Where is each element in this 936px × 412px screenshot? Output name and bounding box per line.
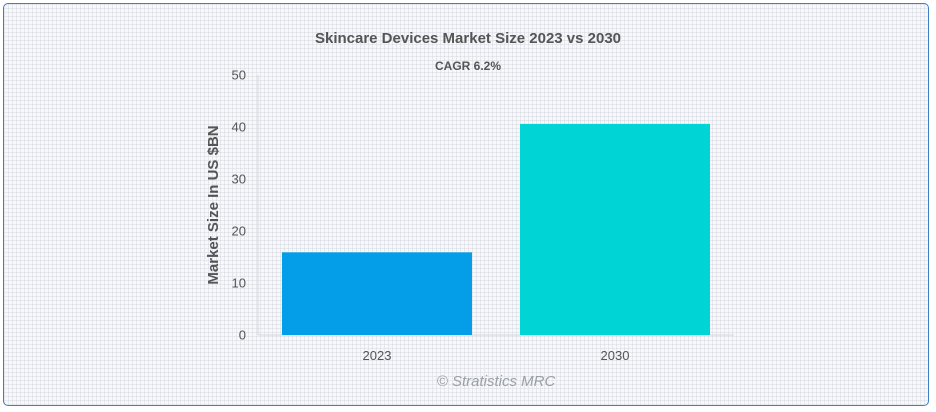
y-axis-label: Market Size In US $BN (205, 125, 222, 284)
x-ticks: 2023 2030 (363, 348, 630, 363)
chart-title: Skincare Devices Market Size 2023 vs 203… (315, 30, 621, 47)
y-tick-label: 0 (239, 328, 246, 343)
bars (282, 123, 710, 335)
chart-subtitle: CAGR 6.2% (435, 59, 501, 73)
y-tick-label: 30 (232, 172, 246, 187)
y-ticks: 0 10 20 30 40 50 (232, 68, 246, 343)
y-tick-label: 10 (232, 276, 246, 291)
y-tick-label: 40 (232, 120, 246, 135)
bar-2023[interactable] (282, 252, 472, 335)
credit-text: © Stratistics MRC (437, 373, 556, 390)
y-tick-label: 20 (232, 224, 246, 239)
x-tick-label: 2030 (601, 348, 630, 363)
x-tick-label: 2023 (363, 348, 392, 363)
chart-frame (3, 3, 929, 406)
y-tick-label: 50 (232, 68, 246, 83)
bar-2030[interactable] (520, 123, 710, 335)
